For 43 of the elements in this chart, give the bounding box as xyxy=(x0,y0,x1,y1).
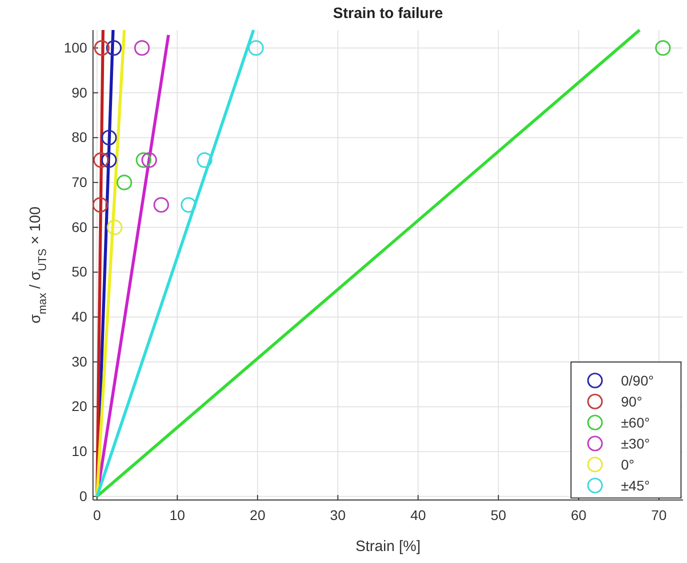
point xyxy=(101,130,117,146)
point xyxy=(141,152,157,168)
x-tick-label: 10 xyxy=(169,506,186,523)
point xyxy=(94,40,110,56)
x-tick-label: 0 xyxy=(93,506,102,523)
legend-label: ±30° xyxy=(621,436,650,452)
point xyxy=(180,197,196,213)
legend-label: 0/90° xyxy=(621,372,654,388)
y-tick-label: 50 xyxy=(72,264,88,280)
x-axis-title: Strain [%] xyxy=(355,538,421,555)
point xyxy=(196,152,212,168)
point xyxy=(655,40,671,56)
y-tick-label: 0 xyxy=(79,488,88,504)
x-tick-label: 50 xyxy=(490,506,506,523)
x-tick-label: 60 xyxy=(570,506,587,523)
y-tick-label: 40 xyxy=(72,308,88,325)
point xyxy=(106,220,122,236)
point xyxy=(153,197,170,213)
legend-label: 0° xyxy=(621,456,634,472)
chart-title: Strain to failure xyxy=(332,5,444,22)
legend-label: ±45° xyxy=(621,478,650,494)
point xyxy=(116,174,132,190)
x-tick-label: 20 xyxy=(250,506,266,523)
y-tick-label: 60 xyxy=(72,218,88,235)
legend-label: 90° xyxy=(621,394,642,410)
y-tick-label: 70 xyxy=(72,174,88,190)
y-tick-label: 30 xyxy=(72,353,88,370)
point xyxy=(248,40,264,56)
point xyxy=(92,197,108,213)
point xyxy=(106,40,122,56)
y-tick-label: 100 xyxy=(64,39,88,56)
x-tick-label: 70 xyxy=(651,506,667,523)
y-tick-label: 80 xyxy=(72,129,88,146)
x-tick-label: 40 xyxy=(410,506,426,523)
point xyxy=(93,152,109,168)
point xyxy=(101,152,117,168)
y-tick-label: 20 xyxy=(72,398,88,414)
x-tick-label: 30 xyxy=(330,506,346,523)
y-tick-label: 90 xyxy=(72,84,88,100)
legend-label: ±60° xyxy=(621,414,650,430)
y-tick-label: 10 xyxy=(72,443,88,460)
point xyxy=(134,40,150,56)
point xyxy=(136,152,152,168)
